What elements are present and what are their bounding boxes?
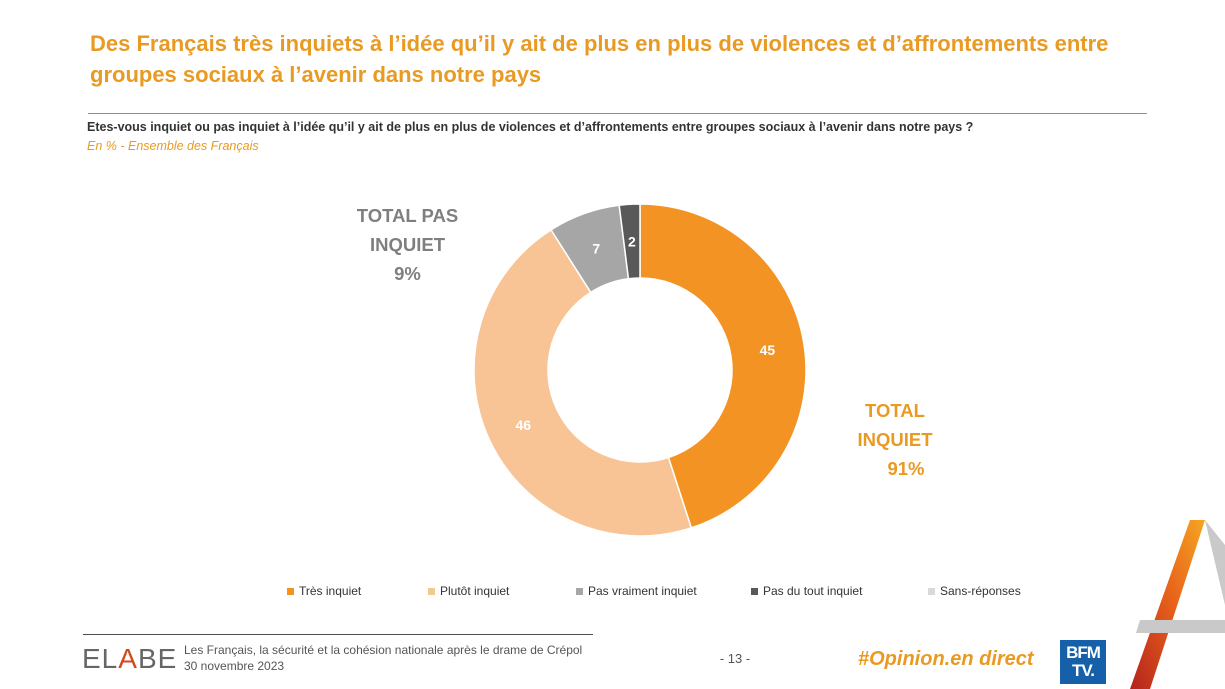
elabe-corner-logo xyxy=(1130,520,1225,689)
legend-label: Pas du tout inquiet xyxy=(763,584,863,598)
legend-swatch xyxy=(428,587,435,595)
legend-label: Très inquiet xyxy=(299,584,362,598)
legend-item: Pas vraiment inquiet xyxy=(576,584,751,598)
legend-item: Plutôt inquiet xyxy=(428,584,576,598)
data-label: 45 xyxy=(760,342,776,358)
elabe-logo-part: BE xyxy=(137,643,178,674)
base-subtitle: En % - Ensemble des Français xyxy=(87,139,259,153)
footer-date: 30 novembre 2023 xyxy=(184,659,285,673)
elabe-logo: ELABE xyxy=(82,643,177,675)
total-worried-line1: TOTAL xyxy=(865,400,925,421)
data-label: 7 xyxy=(592,241,600,257)
page-title: Des Français très inquiets à l’idée qu’i… xyxy=(90,31,1109,87)
data-label: 46 xyxy=(515,417,531,433)
legend-label: Sans-réponses xyxy=(940,584,1021,598)
legend-swatch xyxy=(576,587,583,595)
footer-divider xyxy=(83,634,593,635)
total-not-worried-line1: TOTAL PAS xyxy=(356,205,459,226)
title-divider xyxy=(88,113,1147,114)
total-not-worried: TOTAL PAS INQUIET 9% xyxy=(345,201,470,288)
footer-study-title: Les Français, la sécurité et la cohésion… xyxy=(184,643,583,657)
total-worried-value: 91% xyxy=(887,458,925,479)
survey-question: Etes-vous inquiet ou pas inquiet à l’idé… xyxy=(87,120,974,134)
legend-swatch xyxy=(287,587,294,595)
legend-label: Pas vraiment inquiet xyxy=(588,584,697,598)
legend-swatch xyxy=(928,587,935,595)
footer-study-info: Les Français, la sécurité et la cohésion… xyxy=(184,642,582,674)
slice-plut-t-inquiet xyxy=(473,228,693,537)
hashtag-opinion: #Opinion.en direct xyxy=(858,648,1034,670)
legend-swatch xyxy=(751,587,758,595)
elabe-logo-accent: A xyxy=(118,643,138,674)
bfmtv-logo: BFM TV. xyxy=(1060,640,1106,684)
slice-tr-s-inquiet xyxy=(639,203,807,529)
bfmtv-logo-line2: TV. xyxy=(1072,661,1095,680)
elabe-logo-part: EL xyxy=(82,643,119,674)
slice-pas-du-tout-inquiet xyxy=(618,203,641,280)
legend-item: Sans-réponses xyxy=(928,584,1021,598)
data-label: 2 xyxy=(628,233,636,249)
total-not-worried-line2: INQUIET xyxy=(369,234,446,255)
total-worried-line2: INQUIET xyxy=(857,429,933,450)
total-worried: TOTAL INQUIET 91% xyxy=(840,396,950,483)
legend-item: Pas du tout inquiet xyxy=(751,584,928,598)
page-number: - 13 - xyxy=(719,651,751,666)
bfmtv-logo-line1: BFM xyxy=(1066,643,1101,662)
legend-item: Très inquiet xyxy=(287,584,428,598)
total-not-worried-value: 9% xyxy=(394,263,421,284)
chart-legend: Très inquiet Plutôt inquiet Pas vraiment… xyxy=(287,583,1021,599)
legend-label: Plutôt inquiet xyxy=(440,584,510,598)
